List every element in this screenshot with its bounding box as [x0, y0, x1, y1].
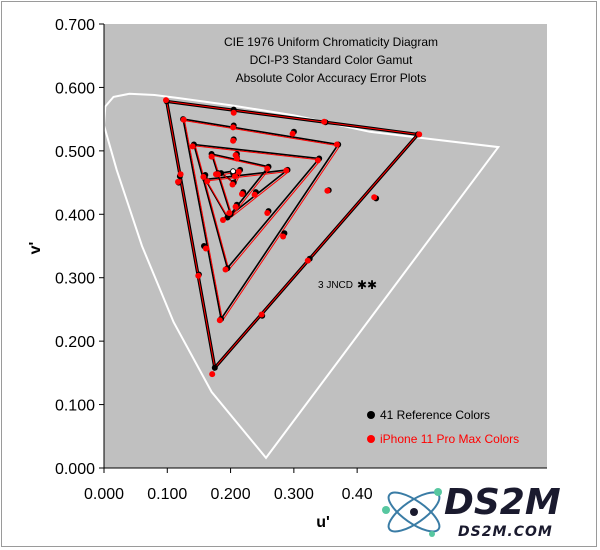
reference-point-8	[211, 364, 218, 371]
device-point-24	[200, 173, 207, 180]
device-point-27	[283, 167, 290, 174]
gamut-triangle-device	[166, 100, 419, 369]
device-point-8	[209, 371, 216, 378]
device-point-15	[333, 141, 340, 148]
axes: 0.000 0.100 0.200 0.300 0.400 0.500 0.600 0.700…	[55, 17, 547, 503]
x-tick-label: 0.300	[274, 486, 314, 503]
nested-triangle-0	[182, 118, 340, 321]
device-point-17	[216, 317, 223, 324]
reference-gamut-triangle	[164, 99, 422, 372]
device-point-28	[251, 191, 258, 198]
device-point-3	[416, 131, 423, 138]
x-tick-label: 0.40	[342, 486, 373, 503]
legend-marker-device	[367, 435, 375, 443]
device-point-35	[208, 153, 215, 160]
x-axis-label: u'	[316, 514, 330, 531]
device-point-13	[230, 124, 237, 131]
x-tick-label: 0.200	[211, 486, 251, 503]
device-point-10	[175, 178, 181, 185]
device-point-18	[202, 245, 209, 252]
y-axis-label: v'	[27, 242, 44, 255]
svg-text:✱: ✱	[357, 278, 367, 292]
device-point-39	[232, 203, 239, 210]
legend: 41 Reference Colors iPhone 11 Pro Max Co…	[367, 408, 519, 446]
device-point-32	[264, 165, 271, 172]
device-point-9	[195, 272, 202, 279]
device-point-21	[314, 157, 321, 164]
logo-wordmark: DS2M	[444, 482, 561, 523]
nested-triangle-device-3	[212, 154, 271, 217]
device-point-40	[232, 173, 238, 180]
svg-text:✱: ✱	[367, 278, 377, 292]
device-point-2	[321, 118, 328, 125]
chart-title-line-2: DCI-P3 Standard Color Gamut	[250, 53, 413, 67]
y-tick-label: 0.300	[55, 271, 95, 288]
chart-title-line-3: Absolute Color Accuracy Error Plots	[236, 71, 427, 85]
device-point-38	[214, 171, 221, 178]
atom-icon	[382, 488, 442, 537]
device-point-16	[280, 233, 287, 240]
device-point-37	[229, 181, 236, 188]
nested-triangle-device-2	[205, 170, 291, 220]
logo-url: DS2M.COM	[458, 524, 553, 540]
nested-triangle-device-1	[194, 145, 322, 271]
y-tick-label: 0.200	[55, 334, 95, 351]
device-point-1	[230, 109, 237, 116]
device-point-11	[177, 171, 184, 178]
y-tick-label: 0.000	[55, 461, 95, 478]
legend-label-reference: 41 Reference Colors	[380, 408, 490, 422]
y-tick-label: 0.700	[55, 17, 95, 34]
y-tick-label: 0.100	[55, 398, 95, 415]
series-device-colors	[163, 97, 423, 378]
device-point-23	[222, 266, 229, 273]
device-point-34	[226, 210, 233, 216]
device-point-0	[163, 97, 169, 104]
device-point-12	[180, 116, 187, 123]
device-point-6	[304, 257, 311, 264]
white-point	[230, 168, 237, 175]
device-point-22	[264, 210, 271, 216]
legend-marker-reference	[367, 411, 375, 419]
device-point-4	[371, 194, 378, 201]
x-tick-label: 0.000	[84, 486, 124, 503]
device-point-33	[239, 191, 245, 197]
ds2m-logo: DS2M DS2M.COM	[372, 478, 594, 546]
device-point-14	[289, 130, 296, 137]
device-point-36	[235, 168, 242, 175]
device-point-25	[204, 178, 211, 185]
nested-triangle-1	[192, 143, 321, 270]
jncd-annotation: 3 JNCD	[318, 280, 353, 291]
nested-triangle-3	[210, 152, 270, 216]
device-point-19	[189, 143, 196, 150]
device-point-20	[230, 137, 237, 144]
device-point-31	[233, 155, 240, 162]
y-tick-label: 0.600	[55, 80, 95, 97]
device-point-5	[324, 187, 331, 194]
jncd-marker: ✱ ✱	[357, 278, 377, 292]
legend-label-device: iPhone 11 Pro Max Colors	[380, 432, 519, 446]
nested-triangle-device-0	[183, 119, 341, 322]
y-tick-label: 0.400	[55, 207, 95, 224]
x-tick-label: 0.100	[147, 486, 187, 503]
plot-area	[104, 24, 547, 468]
chart-title-line-1: CIE 1976 Uniform Chromaticity Diagram	[224, 35, 438, 49]
device-point-7	[258, 311, 265, 318]
gamut-triangles	[182, 118, 341, 322]
y-tick-label: 0.500	[55, 144, 95, 161]
device-point-29	[220, 217, 226, 223]
